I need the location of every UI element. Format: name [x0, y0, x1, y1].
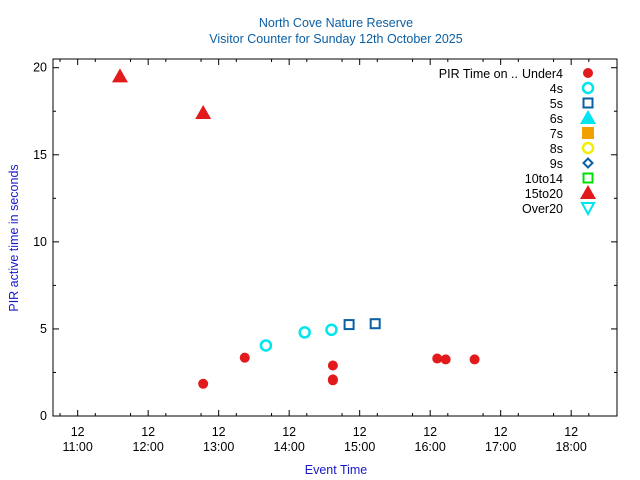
legend-item-4s: 4s	[550, 81, 595, 96]
x-tick-time-label: 11:00	[62, 440, 92, 454]
x-tick-time-label: 18:00	[556, 440, 587, 454]
legend-label: 7s	[550, 127, 563, 141]
y-axis-label: PIR active time in seconds	[7, 164, 21, 311]
axis-ticks: 051015201211:001212:001213:001214:001215…	[33, 59, 617, 454]
chart-title: North Cove Nature Reserve	[259, 16, 413, 30]
legend-symbol	[582, 127, 594, 139]
y-tick-label: 5	[40, 322, 47, 336]
x-tick-day-label: 12	[141, 425, 155, 439]
legend-title: PIR Time on ..	[439, 67, 518, 81]
x-tick-day-label: 12	[282, 425, 296, 439]
x-tick-time-label: 15:00	[344, 440, 375, 454]
y-tick-label: 0	[40, 409, 47, 423]
legend-item-5s: 5s	[550, 97, 594, 111]
x-tick-day-label: 12	[564, 425, 578, 439]
data-point-4s	[298, 326, 311, 339]
x-tick-time-label: 16:00	[415, 440, 446, 454]
legend-symbol	[581, 141, 595, 155]
legend-symbol	[580, 202, 596, 217]
y-tick-label: 20	[33, 61, 47, 75]
x-tick-day-label: 12	[423, 425, 437, 439]
legend-item-15to20: 15to20	[525, 185, 596, 201]
chart-subtitle: Visitor Counter for Sunday 12th October …	[209, 32, 462, 46]
x-tick-time-label: 14:00	[274, 440, 305, 454]
x-tick-time-label: 13:00	[203, 440, 234, 454]
data-point-under4	[327, 375, 338, 386]
legend-item-9s: 9s	[550, 157, 594, 171]
data-point-under4	[239, 352, 250, 363]
x-tick-time-label: 12:00	[133, 440, 164, 454]
legend-symbol	[582, 172, 594, 184]
data-point-4s	[259, 339, 273, 352]
data-point-under4	[198, 378, 209, 389]
data-point-5s	[369, 318, 381, 330]
data-points	[111, 68, 480, 389]
legend-label: 9s	[550, 157, 563, 171]
legend-label: 8s	[550, 142, 563, 156]
y-tick-label: 15	[33, 148, 47, 162]
legend-item-7s: 7s	[550, 127, 594, 141]
legend-symbol	[582, 157, 594, 169]
x-axis-label: Event Time	[305, 463, 368, 477]
legend-item-8s: 8s	[550, 141, 595, 156]
data-point-4s	[325, 323, 338, 337]
legend-item-10to14: 10to14	[525, 172, 594, 186]
legend-item-under4: Under4	[522, 67, 593, 81]
x-tick-day-label: 12	[353, 425, 367, 439]
data-point-under4	[440, 354, 451, 365]
x-tick-day-label: 12	[494, 425, 508, 439]
data-point-under4	[469, 354, 480, 365]
legend-symbol	[580, 110, 596, 124]
legend-label: Under4	[522, 67, 563, 81]
legend-symbol	[581, 81, 595, 95]
legend-symbol	[582, 97, 594, 109]
legend-label: 5s	[550, 97, 563, 111]
data-point-15to20	[195, 104, 212, 119]
legend-label: 15to20	[525, 187, 563, 201]
legend-label: 6s	[550, 112, 563, 126]
legend-item-6s: 6s	[550, 110, 596, 126]
plot-border	[52, 58, 618, 417]
x-tick-day-label: 12	[212, 425, 226, 439]
legend-label: 10to14	[525, 172, 563, 186]
legend-label: 4s	[550, 82, 563, 96]
data-point-5s	[343, 319, 355, 331]
legend-symbol	[583, 68, 593, 78]
x-tick-day-label: 12	[71, 425, 85, 439]
legend-item-over20: Over20	[522, 202, 596, 217]
data-point-15to20	[111, 68, 128, 83]
y-tick-label: 10	[33, 235, 47, 249]
legend-symbol	[580, 185, 596, 199]
x-tick-time-label: 17:00	[485, 440, 516, 454]
legend-label: Over20	[522, 202, 563, 216]
data-point-under4	[432, 353, 443, 364]
data-point-under4	[327, 360, 338, 371]
